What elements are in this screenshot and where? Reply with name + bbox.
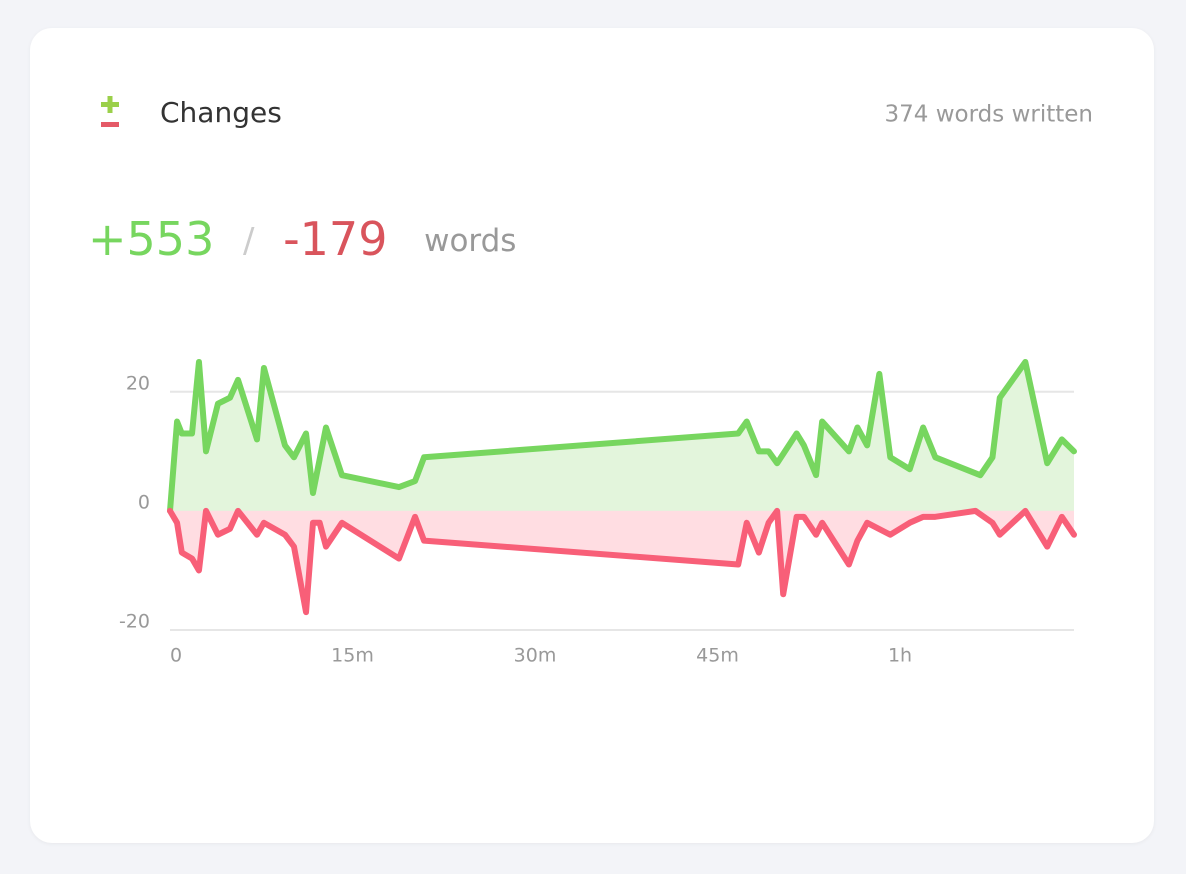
unit: words xyxy=(424,223,516,259)
card-title: Changes xyxy=(160,96,282,129)
separator: / xyxy=(243,221,255,261)
added: +553 xyxy=(88,212,214,266)
y-tick-label: -20 xyxy=(119,611,150,633)
removed: -179 xyxy=(283,212,387,266)
y-tick-label: 20 xyxy=(126,372,150,394)
area-fill xyxy=(170,362,1074,511)
series-line xyxy=(167,507,1077,616)
x-tick-label: 45m xyxy=(696,645,739,667)
x-tick-label: 1h xyxy=(888,645,912,667)
area-fill xyxy=(170,510,1074,613)
series-line xyxy=(167,359,1077,514)
totals: +553 / -179 words xyxy=(88,212,516,266)
summary: 374 words written xyxy=(885,102,1093,128)
changes-icon xyxy=(101,96,119,127)
y-tick-label: 0 xyxy=(138,491,150,513)
x-tick-label: 15m xyxy=(331,645,374,667)
x-tick-label: 0 xyxy=(170,645,182,667)
x-tick-label: 30m xyxy=(514,645,557,667)
